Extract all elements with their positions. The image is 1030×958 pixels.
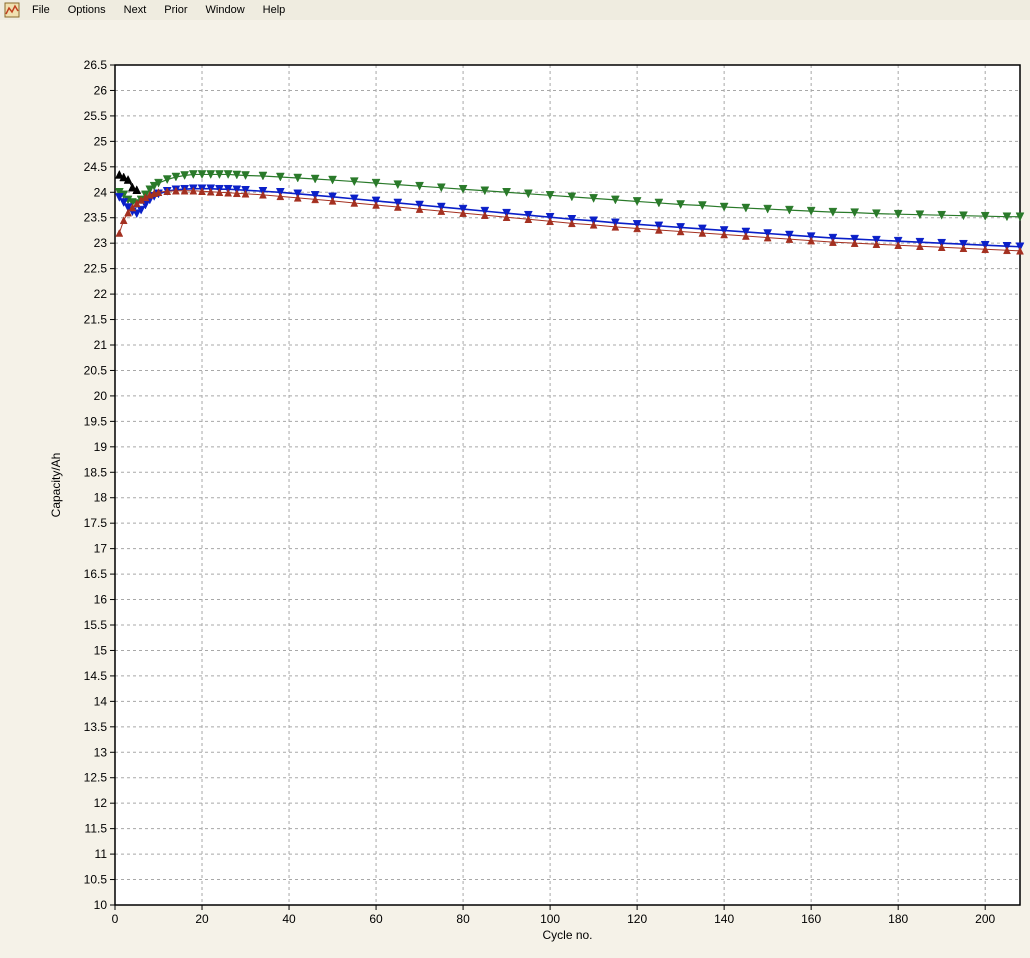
menu-prior[interactable]: Prior [156, 2, 195, 18]
menu-file[interactable]: File [24, 2, 58, 18]
y-tick-label: 12 [94, 796, 108, 810]
y-tick-label: 16.5 [84, 567, 108, 581]
y-tick-label: 15.5 [84, 618, 108, 632]
x-tick-label: 180 [888, 912, 908, 926]
y-tick-label: 20 [94, 389, 108, 403]
y-tick-label: 20.5 [84, 363, 108, 377]
y-tick-label: 18.5 [84, 465, 108, 479]
x-tick-label: 160 [801, 912, 821, 926]
x-tick-label: 100 [540, 912, 560, 926]
menu-options[interactable]: Options [60, 2, 114, 18]
y-tick-label: 14 [94, 694, 108, 708]
x-tick-label: 40 [282, 912, 296, 926]
y-tick-label: 13 [94, 745, 108, 759]
y-tick-label: 25.5 [84, 109, 108, 123]
y-tick-label: 23.5 [84, 211, 108, 225]
app-icon [4, 2, 20, 18]
y-tick-label: 24 [94, 185, 108, 199]
y-tick-label: 10 [94, 898, 108, 912]
y-tick-label: 16 [94, 593, 108, 607]
x-tick-label: 140 [714, 912, 734, 926]
x-tick-label: 80 [456, 912, 470, 926]
menu-bar: File Options Next Prior Window Help [0, 0, 1030, 21]
y-tick-label: 26 [94, 83, 108, 97]
menu-help[interactable]: Help [255, 2, 294, 18]
chart-container: 10 10.5 11 11.5 12 12.5 13 13.5 14 14.5 15 15.5 16 16… [0, 20, 1030, 958]
x-tick-label: 200 [975, 912, 995, 926]
y-tick-label: 24.5 [84, 160, 108, 174]
y-tick-label: 22 [94, 287, 108, 301]
y-tick-label: 19 [94, 440, 108, 454]
y-tick-label: 26.5 [84, 58, 108, 72]
y-tick-label: 12.5 [84, 771, 108, 785]
x-tick-label: 120 [627, 912, 647, 926]
y-tick-label: 19.5 [84, 414, 108, 428]
y-axis-label: Capacity/Ah [49, 453, 63, 518]
y-tick-label: 21.5 [84, 313, 108, 327]
menu-next[interactable]: Next [116, 2, 155, 18]
y-tick-label: 17.5 [84, 516, 108, 530]
y-tick-label: 11 [95, 847, 108, 861]
y-tick-label: 10.5 [84, 873, 108, 887]
y-tick-label: 17 [94, 542, 108, 556]
y-tick-label: 18 [94, 491, 108, 505]
y-tick-label: 22.5 [84, 262, 108, 276]
capacity-cycle-chart: 10 10.5 11 11.5 12 12.5 13 13.5 14 14.5 15 15.5 16 16… [0, 20, 1030, 958]
x-tick-label: 20 [195, 912, 209, 926]
y-tick-label: 11.5 [85, 822, 108, 836]
x-tick-label: 60 [369, 912, 383, 926]
y-tick-label: 23 [94, 236, 108, 250]
y-tick-label: 15 [94, 643, 108, 657]
y-tick-label: 13.5 [84, 720, 108, 734]
x-tick-label: 0 [112, 912, 119, 926]
menu-window[interactable]: Window [198, 2, 253, 18]
y-tick-label: 21 [94, 338, 108, 352]
y-tick-label: 25 [94, 134, 108, 148]
y-tick-label: 14.5 [84, 669, 108, 683]
x-axis-label: Cycle no. [542, 928, 592, 942]
